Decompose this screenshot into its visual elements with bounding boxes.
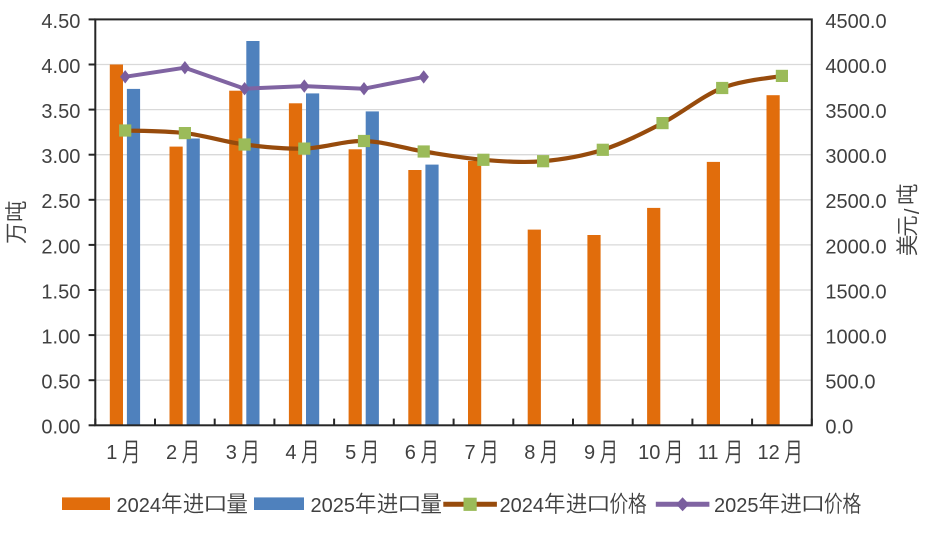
- svg-text:0.0: 0.0: [825, 417, 853, 439]
- svg-text:12: 12: [758, 442, 780, 464]
- svg-text:/: /: [902, 208, 924, 214]
- svg-text:1.00: 1.00: [41, 327, 80, 349]
- svg-text:4.50: 4.50: [41, 11, 80, 33]
- svg-text:2024: 2024: [500, 495, 545, 517]
- svg-text:11: 11: [698, 442, 719, 464]
- svg-text:0.50: 0.50: [41, 372, 80, 394]
- svg-text:7: 7: [465, 442, 476, 464]
- svg-text:2000.0: 2000.0: [825, 236, 886, 258]
- svg-text:3500.0: 3500.0: [825, 101, 886, 123]
- svg-text:3000.0: 3000.0: [825, 146, 886, 168]
- svg-text:8: 8: [524, 442, 535, 464]
- svg-text:1000.0: 1000.0: [825, 327, 886, 349]
- svg-text:4000.0: 4000.0: [825, 56, 886, 78]
- svg-text:4.00: 4.00: [41, 56, 80, 78]
- svg-text:2025: 2025: [714, 495, 759, 517]
- svg-text:1500.0: 1500.0: [825, 281, 886, 303]
- svg-text:4500.0: 4500.0: [825, 11, 886, 33]
- svg-text:2.00: 2.00: [41, 236, 80, 258]
- svg-text:3.00: 3.00: [41, 146, 80, 168]
- svg-text:3: 3: [226, 442, 237, 464]
- svg-text:2025: 2025: [311, 495, 356, 517]
- svg-text:2500.0: 2500.0: [825, 191, 886, 213]
- svg-text:2.50: 2.50: [41, 191, 80, 213]
- svg-text:1.50: 1.50: [41, 281, 80, 303]
- svg-text:6: 6: [405, 442, 416, 464]
- svg-text:2024: 2024: [117, 495, 162, 517]
- svg-text:5: 5: [345, 442, 356, 464]
- svg-text:4: 4: [285, 442, 296, 464]
- svg-text:2: 2: [166, 442, 177, 464]
- svg-text:1: 1: [106, 442, 117, 464]
- svg-text:10: 10: [638, 442, 660, 464]
- svg-text:3.50: 3.50: [41, 101, 80, 123]
- svg-text:0.00: 0.00: [41, 417, 80, 439]
- svg-text:500.0: 500.0: [825, 372, 875, 394]
- svg-text:9: 9: [584, 442, 595, 464]
